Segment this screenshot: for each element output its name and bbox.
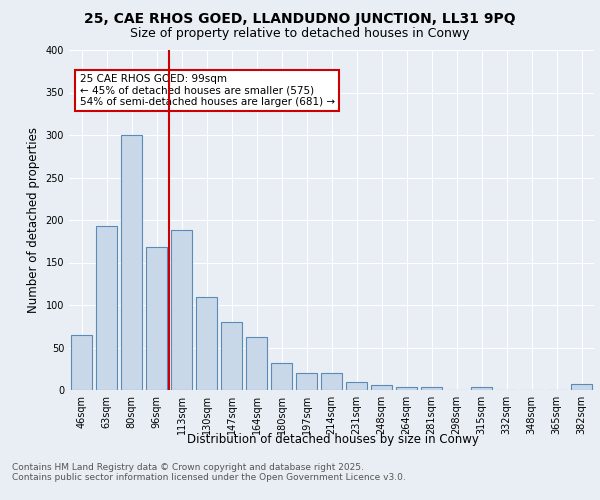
Text: Contains HM Land Registry data © Crown copyright and database right 2025.: Contains HM Land Registry data © Crown c… [12,462,364,471]
Text: Contains public sector information licensed under the Open Government Licence v3: Contains public sector information licen… [12,472,406,482]
Bar [471,386,492,390]
Bar [121,135,142,390]
Bar [146,247,167,390]
Bar [346,382,367,390]
Bar [371,385,392,390]
Bar [571,384,592,390]
Text: 25 CAE RHOS GOED: 99sqm
← 45% of detached houses are smaller (575)
54% of semi-d: 25 CAE RHOS GOED: 99sqm ← 45% of detache… [79,74,335,107]
Bar [221,322,242,390]
Text: Distribution of detached houses by size in Conwy: Distribution of detached houses by size … [187,432,479,446]
Bar [321,373,342,390]
Bar [396,386,417,390]
Text: Size of property relative to detached houses in Conwy: Size of property relative to detached ho… [130,28,470,40]
Text: 25, CAE RHOS GOED, LLANDUDNO JUNCTION, LL31 9PQ: 25, CAE RHOS GOED, LLANDUDNO JUNCTION, L… [84,12,516,26]
Bar [421,386,442,390]
Bar [246,338,267,390]
Y-axis label: Number of detached properties: Number of detached properties [27,127,40,313]
Bar [196,298,217,390]
Bar [171,230,192,390]
Bar [296,373,317,390]
Bar [271,363,292,390]
Bar [96,226,117,390]
Bar [71,335,92,390]
